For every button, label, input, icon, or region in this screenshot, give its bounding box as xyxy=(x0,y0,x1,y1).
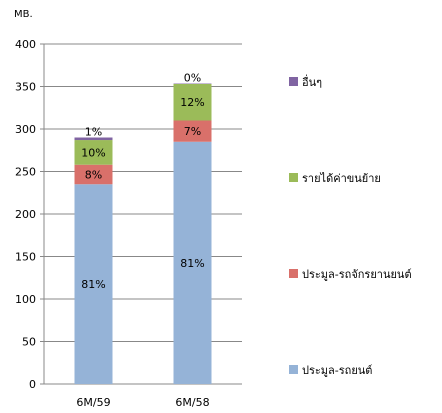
y-axis-ticks: 0 50 100 150 200 250 300 350 400 xyxy=(15,38,45,391)
legend-label: ประมูล-รถจักรยานยนต์ xyxy=(302,268,412,281)
data-label: 0% xyxy=(184,72,201,85)
legend-label: อื่นๆ xyxy=(302,74,322,89)
bar-segment xyxy=(173,141,212,384)
data-label: 12% xyxy=(180,96,204,109)
bar-segment xyxy=(74,140,113,165)
bars: 81% 8% 10% 1% 81% 7% 12% 0% xyxy=(74,72,212,384)
y-tick-label: 150 xyxy=(15,251,36,264)
legend-swatch xyxy=(289,173,298,182)
x-axis-ticks: 6M/59 6M/58 xyxy=(76,396,209,409)
y-tick-label: 50 xyxy=(22,336,36,349)
data-label: 81% xyxy=(180,257,204,270)
data-label: 8% xyxy=(85,168,102,181)
y-tick-label: 350 xyxy=(15,81,36,94)
legend-swatch xyxy=(289,269,298,278)
legend-swatch xyxy=(289,365,298,374)
y-tick-label: 300 xyxy=(15,123,36,136)
y-tick-label: 200 xyxy=(15,208,36,221)
bar-segment xyxy=(74,184,113,384)
legend-label: รายได้ค่าขนย้าย xyxy=(302,172,381,185)
y-tick-label: 250 xyxy=(15,166,36,179)
y-unit-label: MB. xyxy=(14,9,33,20)
x-tick-label: 6M/58 xyxy=(175,396,209,409)
legend: อื่นๆรายได้ค่าขนย้ายประมูล-รถจักรยานยนต์… xyxy=(289,74,412,377)
y-tick-label: 400 xyxy=(15,38,36,51)
bar-segment xyxy=(173,83,212,121)
bar-segment xyxy=(173,120,212,142)
y-tick-label: 0 xyxy=(29,378,36,391)
data-label: 1% xyxy=(85,126,102,139)
y-tick-label: 100 xyxy=(15,293,36,306)
data-label: 7% xyxy=(184,125,201,138)
bar-segment xyxy=(74,137,113,141)
data-label: 81% xyxy=(81,278,105,291)
gridlines xyxy=(44,43,242,385)
bar-segment xyxy=(74,164,113,185)
legend-label: ประมูล-รถยนต์ xyxy=(302,364,372,377)
legend-swatch xyxy=(289,77,298,86)
data-label: 10% xyxy=(81,146,105,159)
x-tick-label: 6M/59 xyxy=(76,396,110,409)
